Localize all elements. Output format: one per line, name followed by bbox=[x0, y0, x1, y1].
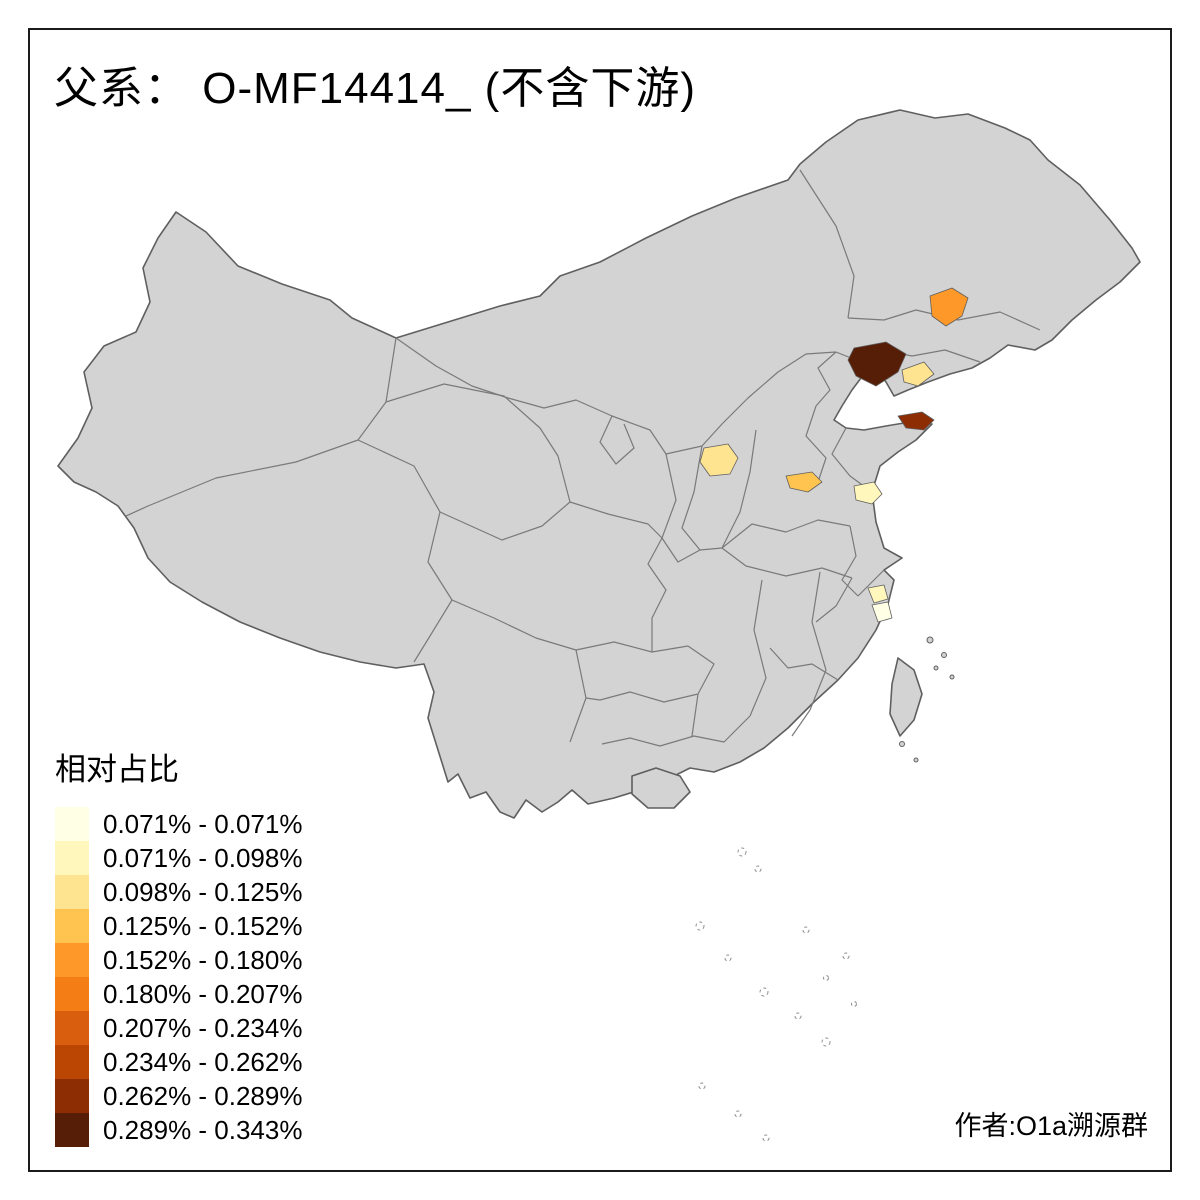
credit-text: 作者:O1a溯源群 bbox=[954, 1111, 1148, 1141]
legend-swatch bbox=[55, 1113, 89, 1147]
legend: 相对占比 0.071% - 0.071% 0.071% - 0.098% 0.098… bbox=[55, 744, 302, 1147]
legend-label: 0.207% - 0.234% bbox=[103, 1013, 303, 1043]
legend-label: 0.152% - 0.180% bbox=[103, 945, 303, 975]
legend-swatch bbox=[55, 1045, 89, 1079]
coastal-islands bbox=[899, 636, 955, 763]
taiwan-island bbox=[889, 657, 923, 737]
legend-swatch bbox=[55, 1011, 89, 1045]
highlight-jiangsu bbox=[853, 481, 883, 505]
legend-label: 0.234% - 0.262% bbox=[103, 1047, 303, 1077]
legend-item: 0.207% - 0.234% bbox=[55, 1011, 302, 1045]
legend-title: 相对占比 bbox=[55, 752, 179, 787]
legend-swatch bbox=[55, 875, 89, 909]
legend-item: 0.180% - 0.207% bbox=[55, 977, 302, 1011]
highlight-shanxi bbox=[699, 443, 739, 477]
highlight-zhejiang-north bbox=[867, 584, 889, 604]
legend-item: 0.125% - 0.152% bbox=[55, 909, 302, 943]
legend-label: 0.125% - 0.152% bbox=[103, 911, 303, 941]
legend-item: 0.262% - 0.289% bbox=[55, 1079, 302, 1113]
highlight-liaodong-dalian bbox=[847, 341, 907, 387]
highlighted-regions bbox=[699, 287, 969, 623]
legend-item: 0.289% - 0.343% bbox=[55, 1113, 302, 1147]
page-title: 父系： O-MF14414_ (不含下游) bbox=[54, 64, 696, 113]
legend-label: 0.098% - 0.125% bbox=[103, 877, 303, 907]
south-china-sea-islands bbox=[695, 847, 857, 1142]
legend-swatch bbox=[55, 841, 89, 875]
province-borders bbox=[125, 169, 1041, 747]
legend-items: 0.071% - 0.071% 0.071% - 0.098% 0.098% - 0… bbox=[55, 807, 302, 1147]
legend-item: 0.234% - 0.262% bbox=[55, 1045, 302, 1079]
highlight-jilin bbox=[929, 287, 969, 327]
highlight-henan bbox=[785, 471, 823, 493]
legend-item: 0.098% - 0.125% bbox=[55, 875, 302, 909]
legend-swatch bbox=[55, 977, 89, 1011]
legend-label: 0.180% - 0.207% bbox=[103, 979, 303, 1009]
legend-label: 0.262% - 0.289% bbox=[103, 1081, 303, 1111]
legend-swatch bbox=[55, 807, 89, 841]
highlight-liaoning-coast bbox=[901, 361, 935, 387]
highlight-zhejiang-south bbox=[871, 601, 893, 623]
legend-label: 0.289% - 0.343% bbox=[103, 1115, 303, 1145]
mainland-outline bbox=[57, 109, 1141, 819]
legend-label: 0.071% - 0.098% bbox=[103, 843, 303, 873]
hainan-island bbox=[631, 767, 691, 809]
legend-label: 0.071% - 0.071% bbox=[103, 809, 303, 839]
legend-item: 0.152% - 0.180% bbox=[55, 943, 302, 977]
legend-swatch bbox=[55, 1079, 89, 1113]
highlight-shandong-weihai bbox=[897, 411, 935, 431]
legend-swatch bbox=[55, 943, 89, 977]
legend-swatch bbox=[55, 909, 89, 943]
legend-item: 0.071% - 0.071% bbox=[55, 807, 302, 841]
legend-item: 0.071% - 0.098% bbox=[55, 841, 302, 875]
